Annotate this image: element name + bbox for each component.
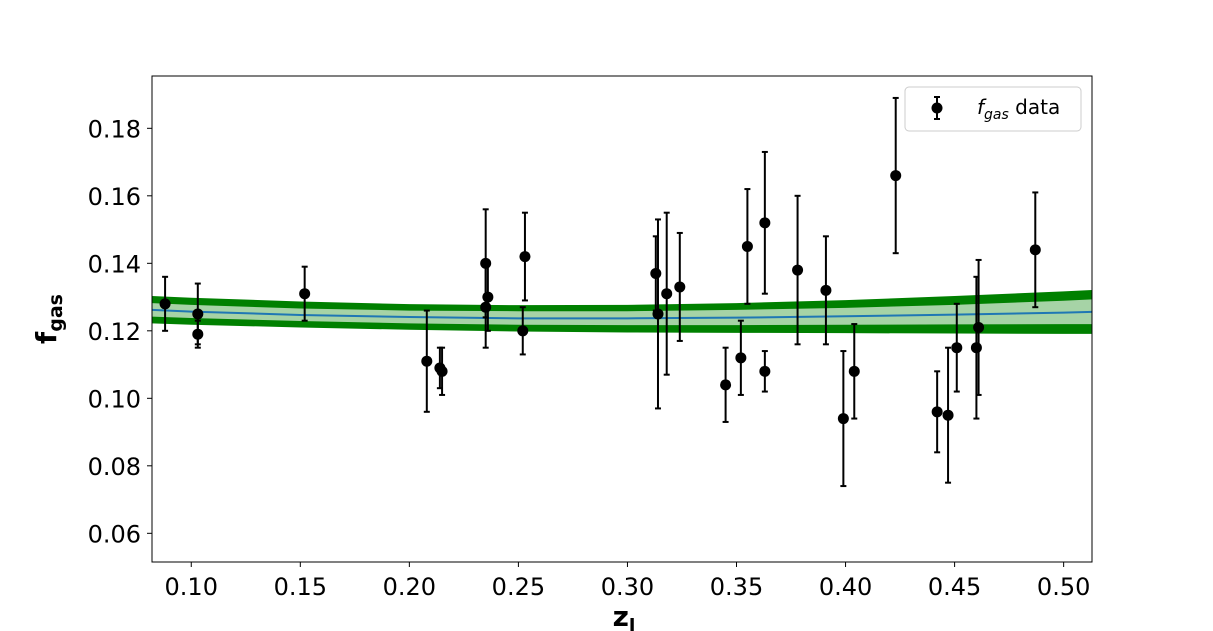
x-axis-label-main: z <box>613 600 629 631</box>
x-tick-label: 0.25 <box>492 573 545 601</box>
point-marker <box>741 240 753 252</box>
data-point <box>735 319 747 396</box>
data-point <box>519 211 531 302</box>
x-axis: 0.10 0.15 0.20 0.25 0.30 0.35 0.40 0.45 0.50 <box>165 562 1090 601</box>
y-axis-label-sub: gas <box>45 294 67 332</box>
data-point <box>759 150 771 295</box>
point-marker <box>192 328 204 340</box>
data-point <box>792 194 804 346</box>
data-point <box>652 218 664 410</box>
data-point <box>759 350 771 393</box>
x-tick-label: 0.30 <box>601 573 654 601</box>
legend-label-rest: data <box>1009 95 1060 119</box>
data-point <box>661 211 673 376</box>
y-axis-label: fgas <box>30 294 67 344</box>
data-point <box>482 262 494 332</box>
point-marker <box>519 251 531 263</box>
x-tick-label: 0.15 <box>274 573 327 601</box>
point-marker <box>735 352 747 364</box>
y-tick-label: 0.06 <box>88 520 141 548</box>
data-point <box>973 258 985 396</box>
data-point <box>741 188 753 305</box>
inner-confidence-band <box>152 299 1092 326</box>
point-marker <box>192 308 204 320</box>
point-marker <box>792 264 804 276</box>
data-point <box>820 235 832 346</box>
legend-label-math: f <box>977 95 987 119</box>
legend-label-sub: gas <box>984 107 1009 123</box>
y-tick-label: 0.12 <box>88 318 141 346</box>
fit-band-layer <box>152 289 1092 334</box>
x-tick-label: 0.10 <box>165 573 218 601</box>
point-marker <box>1029 244 1041 256</box>
y-axis: 0.06 0.08 0.10 0.12 0.14 0.16 0.18 <box>88 115 152 548</box>
y-axis-label-main: f <box>30 331 63 344</box>
x-axis-label-sub: l <box>629 615 636 631</box>
point-marker <box>436 365 448 377</box>
data-point <box>299 265 311 322</box>
point-marker <box>661 288 673 300</box>
x-tick-label: 0.45 <box>928 573 981 601</box>
point-marker <box>759 365 771 377</box>
data-point <box>1029 191 1041 309</box>
data-point <box>837 350 849 488</box>
point-marker <box>652 308 664 320</box>
errorbar-layer <box>159 96 1041 488</box>
point-marker <box>942 409 954 421</box>
y-tick-label: 0.18 <box>88 115 141 143</box>
fit-line <box>152 308 1092 320</box>
point-marker <box>951 342 963 354</box>
point-marker <box>890 170 902 182</box>
x-tick-label: 0.35 <box>710 573 763 601</box>
legend-marker <box>931 96 943 120</box>
point-marker <box>674 281 686 293</box>
x-tick-label: 0.20 <box>383 573 436 601</box>
data-point <box>951 302 963 393</box>
y-tick-label: 0.08 <box>88 453 141 481</box>
data-point <box>890 96 902 255</box>
data-point <box>436 346 448 396</box>
y-tick-label: 0.16 <box>88 183 141 211</box>
point-marker <box>517 325 529 337</box>
point-marker <box>299 288 311 300</box>
point-marker <box>720 379 732 391</box>
point-marker <box>421 355 433 367</box>
legend-box <box>904 86 1082 132</box>
data-point <box>931 370 943 454</box>
point-marker <box>820 284 832 296</box>
x-tick-label: 0.50 <box>1037 573 1090 601</box>
data-point <box>421 309 433 413</box>
point-marker <box>759 217 771 229</box>
data-point <box>720 346 732 423</box>
legend-label: fgas data <box>977 95 1060 123</box>
data-point <box>942 346 954 484</box>
point-marker <box>482 291 494 303</box>
point-marker <box>973 321 985 333</box>
data-point <box>674 231 686 342</box>
legend-point <box>931 102 943 114</box>
data-point <box>159 275 171 332</box>
x-axis-label: zl <box>613 600 636 631</box>
data-point <box>517 306 529 356</box>
y-tick-label: 0.10 <box>88 385 141 413</box>
data-point <box>192 319 204 349</box>
data-point <box>848 323 860 420</box>
point-marker <box>848 365 860 377</box>
plot-frame <box>151 75 1093 563</box>
point-marker <box>931 406 943 418</box>
point-marker <box>480 301 492 313</box>
y-tick-label: 0.14 <box>88 250 141 278</box>
point-marker <box>837 413 849 425</box>
legend: fgas data <box>904 86 1082 132</box>
point-marker <box>650 267 662 279</box>
point-marker <box>970 342 982 354</box>
x-tick-label: 0.40 <box>819 573 872 601</box>
point-marker <box>159 298 171 310</box>
